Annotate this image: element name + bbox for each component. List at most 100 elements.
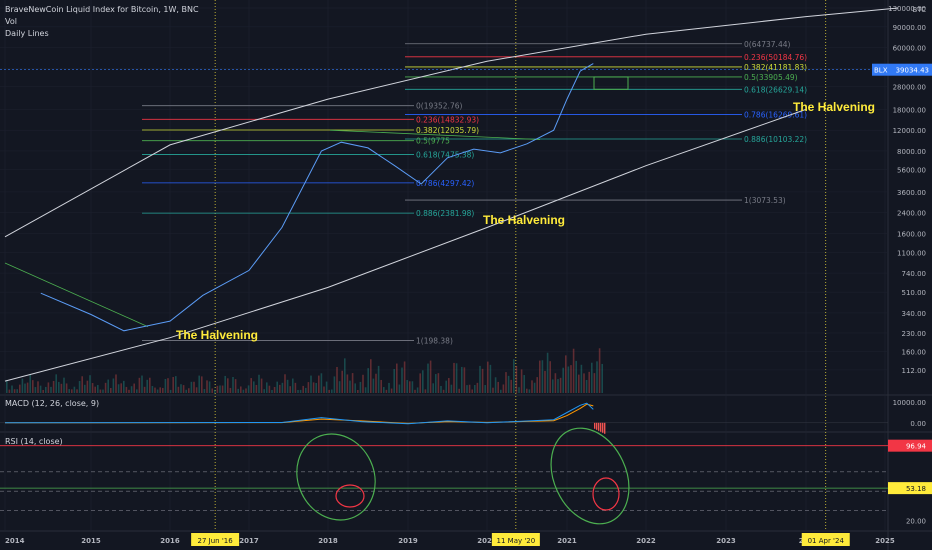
volume-bar bbox=[167, 378, 169, 393]
volume-bar bbox=[401, 367, 403, 393]
volume-bar bbox=[510, 379, 512, 393]
volume-bar bbox=[294, 382, 297, 393]
volume-bar bbox=[570, 365, 572, 393]
time-axis-tick: 2018 bbox=[318, 537, 338, 545]
volume-bar bbox=[89, 375, 91, 393]
volume-bar bbox=[125, 386, 128, 393]
volume-bar bbox=[242, 389, 245, 393]
time-axis-tick: 2023 bbox=[716, 537, 736, 545]
volume-bar bbox=[84, 384, 86, 393]
volume-bar bbox=[164, 378, 167, 393]
volume-bar bbox=[367, 368, 369, 393]
volume-bar bbox=[578, 374, 580, 393]
volume-bar bbox=[172, 377, 174, 393]
fib-level-label: 0.5(9775 bbox=[416, 137, 450, 146]
volume-bar bbox=[336, 366, 338, 393]
volume-bar bbox=[21, 378, 24, 393]
last-price-label: 39034.43 bbox=[896, 67, 929, 75]
volume-bar bbox=[591, 362, 593, 393]
volume-bar bbox=[458, 388, 460, 393]
halving-date-label: 11 May '20 bbox=[497, 537, 536, 545]
volume-bar bbox=[572, 348, 575, 393]
volume-bar bbox=[505, 372, 507, 393]
volume-bar bbox=[19, 384, 21, 393]
trend-curve bbox=[4, 7, 899, 238]
macd-label: MACD (12, 26, close, 9) bbox=[5, 399, 100, 408]
trendline bbox=[4, 262, 149, 328]
volume-bar bbox=[289, 386, 291, 393]
volume-bar bbox=[492, 387, 494, 393]
volume-bar bbox=[29, 374, 31, 393]
volume-bar bbox=[292, 378, 294, 393]
volume-bar bbox=[117, 384, 120, 393]
volume-bar bbox=[518, 387, 520, 393]
volume-bar bbox=[263, 389, 265, 393]
daily-lines-label: Daily Lines bbox=[5, 29, 49, 38]
volume-bar bbox=[175, 376, 177, 393]
price-axis-tick: 18000.00 bbox=[893, 106, 926, 114]
volume-bar bbox=[385, 389, 388, 393]
volume-bar bbox=[247, 385, 250, 393]
volume-bar bbox=[424, 389, 427, 393]
volume-bar bbox=[383, 387, 385, 393]
volume-bar bbox=[208, 381, 211, 393]
volume-bar bbox=[463, 367, 466, 393]
volume-bar bbox=[315, 382, 317, 393]
volume-bar bbox=[156, 389, 159, 393]
macd-histogram-bar bbox=[602, 422, 604, 433]
volume-bar bbox=[104, 382, 107, 393]
volume-bar bbox=[250, 378, 252, 393]
volume-bar bbox=[55, 374, 57, 393]
volume-bar bbox=[541, 360, 544, 393]
volume-bar bbox=[102, 389, 104, 393]
volume-bar bbox=[346, 374, 349, 393]
volume-bar bbox=[468, 384, 471, 393]
rsi-current-tag bbox=[888, 482, 932, 495]
volume-bar bbox=[305, 387, 307, 393]
volume-bar bbox=[406, 380, 408, 393]
volume-bar bbox=[271, 389, 273, 393]
volume-bar bbox=[390, 388, 393, 393]
rsi-highlight-circle bbox=[296, 433, 376, 521]
volume-bar bbox=[34, 387, 37, 393]
halving-annotation-2024: The Halvening bbox=[793, 100, 876, 114]
volume-bar bbox=[487, 361, 489, 393]
volume-bar bbox=[91, 383, 94, 393]
time-axis-tick: 2021 bbox=[557, 537, 577, 545]
volume-bar bbox=[47, 382, 50, 393]
volume-bar bbox=[513, 359, 515, 393]
fib-zone-box bbox=[593, 76, 629, 90]
rsi-axis-tick: 20.00 bbox=[906, 517, 926, 525]
price-axis-tick: 130000.00 bbox=[888, 5, 926, 13]
fib-level-label: 0(64737.44) bbox=[744, 40, 790, 49]
volume-bar bbox=[193, 381, 195, 393]
volume-bar bbox=[494, 377, 497, 393]
fib-level-label: 0.236(50184.76) bbox=[744, 53, 807, 62]
volume-bar bbox=[229, 387, 232, 393]
price-axis-tick: 160.00 bbox=[902, 349, 927, 357]
volume-bar bbox=[297, 389, 299, 393]
volume-bar bbox=[159, 387, 161, 393]
halving-date-label: 27 Jun '16 bbox=[198, 537, 234, 545]
volume-bar bbox=[81, 376, 83, 393]
volume-bar bbox=[372, 378, 375, 393]
volume-bar bbox=[128, 389, 130, 393]
volume-bar bbox=[583, 373, 585, 393]
volume-bar bbox=[507, 375, 510, 393]
volume-bar bbox=[565, 355, 567, 393]
halving-annotation-2020: The Halvening bbox=[483, 213, 566, 227]
volume-bar bbox=[310, 375, 312, 393]
volume-bar bbox=[151, 386, 154, 393]
volume-bar bbox=[435, 374, 437, 393]
volume-bar bbox=[554, 373, 557, 393]
volume-bar bbox=[266, 382, 268, 393]
volume-bar bbox=[76, 389, 78, 393]
volume-bar bbox=[567, 366, 570, 393]
volume-bar bbox=[110, 387, 112, 393]
volume-bar bbox=[362, 374, 364, 393]
volume-bar bbox=[411, 381, 414, 393]
volume-bar bbox=[461, 366, 463, 393]
volume-bar bbox=[273, 386, 276, 393]
volume-bar bbox=[445, 380, 447, 393]
